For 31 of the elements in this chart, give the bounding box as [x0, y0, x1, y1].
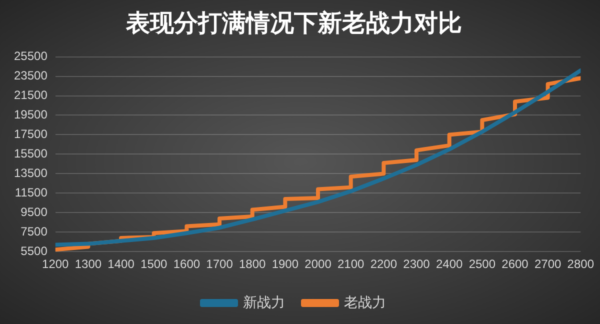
y-tick-label: 17500	[14, 127, 48, 142]
chart-title: 表现分打满情况下新老战力对比	[125, 10, 462, 38]
y-tick-label: 7500	[20, 224, 48, 238]
x-tick-label: 2000	[304, 257, 332, 272]
y-tick-label: 9500	[20, 204, 48, 219]
x-tick-label: 2600	[502, 257, 529, 272]
x-tick-label: 1800	[239, 257, 266, 272]
x-tick-label: 2400	[436, 257, 463, 272]
y-tick-label: 23500	[14, 68, 48, 83]
y-tick-label: 21500	[14, 88, 48, 102]
y-tick-label: 13500	[14, 166, 48, 180]
x-tick-label: 2800	[567, 257, 594, 272]
legend-label: 老战力	[344, 294, 386, 310]
x-tick-label: 1700	[206, 257, 234, 272]
x-tick-label: 1600	[173, 257, 200, 272]
x-tick-label: 1300	[74, 257, 102, 272]
x-tick-label: 1500	[140, 257, 168, 272]
y-tick-label: 5500	[20, 244, 48, 258]
y-tick-label: 19500	[14, 108, 48, 122]
x-tick-label: 2100	[337, 257, 365, 272]
x-tick-label: 2500	[468, 257, 496, 272]
y-tick-label: 15500	[14, 146, 48, 161]
x-tick-label: 1400	[108, 257, 135, 272]
x-tick-label: 1200	[42, 257, 70, 272]
y-tick-label: 11500	[14, 185, 48, 200]
legend-label: 新战力	[243, 294, 285, 310]
y-tick-label: 25500	[14, 49, 48, 64]
x-tick-label: 1900	[272, 257, 299, 272]
x-tick-label: 2200	[370, 257, 398, 272]
x-tick-label: 2700	[534, 257, 562, 272]
x-tick-label: 2300	[403, 257, 430, 272]
